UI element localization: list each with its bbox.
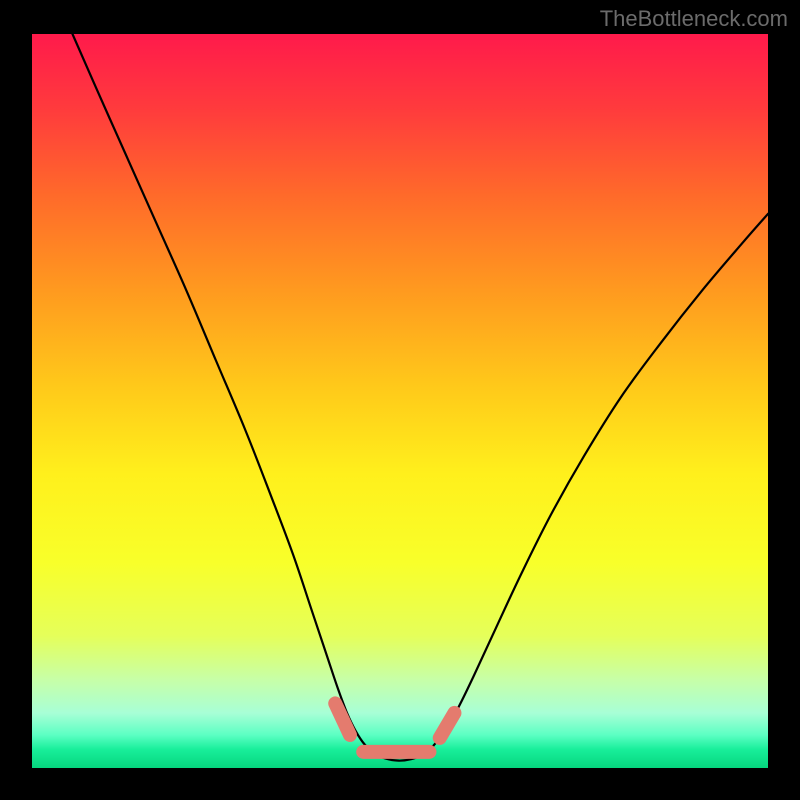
plot-area xyxy=(32,34,768,768)
optimal-range-segment xyxy=(335,703,350,735)
attribution-text: TheBottleneck.com xyxy=(600,6,788,32)
curve-layer xyxy=(32,34,768,768)
optimal-range-segment xyxy=(440,713,455,738)
bottleneck-curve xyxy=(72,34,768,761)
